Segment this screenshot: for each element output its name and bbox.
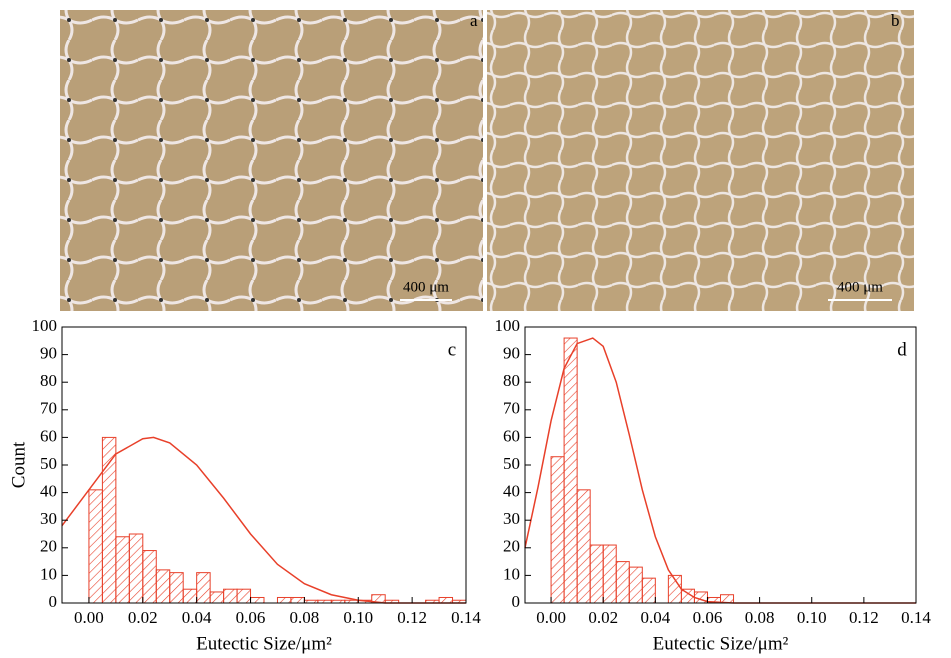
x-tick-label: 0.00 <box>74 608 104 627</box>
y-tick-label: 60 <box>503 426 520 445</box>
bar <box>550 456 565 604</box>
bar <box>128 533 144 604</box>
y-tick-label: 100 <box>495 316 521 335</box>
bar <box>155 569 171 604</box>
x-tick-label: 0.04 <box>640 608 670 627</box>
bar <box>250 596 265 604</box>
bar <box>438 596 454 604</box>
bar <box>209 591 225 604</box>
y-tick-label: 40 <box>40 482 57 501</box>
bar <box>196 572 211 604</box>
y-tick-label: 10 <box>40 564 57 583</box>
scale-bar-label: 400 μm <box>837 279 883 295</box>
x-tick-label: 0.02 <box>128 608 158 627</box>
y-axis-label: Count <box>8 441 29 488</box>
x-tick-label: 0.14 <box>901 608 931 627</box>
fit-curve <box>524 337 916 604</box>
fit-curve <box>61 436 466 604</box>
bar <box>290 596 305 604</box>
y-tick-label: 60 <box>40 426 57 445</box>
panel-label: d <box>897 339 907 360</box>
x-tick-label: 0.04 <box>182 608 212 627</box>
bar <box>276 596 292 604</box>
bar <box>563 337 578 604</box>
scale-bar-label: 400 μm <box>403 279 449 295</box>
bar <box>615 561 630 604</box>
y-tick-label: 70 <box>503 399 520 418</box>
y-tick-label: 30 <box>503 509 520 528</box>
bar <box>169 572 184 604</box>
y-tick-label: 20 <box>40 537 57 556</box>
bar <box>88 489 103 604</box>
y-tick-label: 50 <box>40 454 57 473</box>
y-tick-label: 90 <box>503 344 520 363</box>
y-tick-label: 40 <box>503 482 520 501</box>
y-tick-label: 20 <box>503 537 520 556</box>
x-axis-label: Eutectic Size/μm² <box>653 633 789 654</box>
panel-label: b <box>891 11 900 30</box>
bar <box>236 588 252 604</box>
x-tick-label: 0.12 <box>397 608 427 627</box>
x-tick-label: 0.08 <box>745 608 775 627</box>
x-tick-label: 0.14 <box>451 608 481 627</box>
micrograph-a: a 400 μm <box>60 10 483 311</box>
bar <box>576 489 591 604</box>
y-tick-label: 80 <box>40 371 57 390</box>
y-tick-label: 30 <box>40 509 57 528</box>
y-tick-label: 0 <box>512 592 521 611</box>
y-tick-label: 0 <box>49 592 58 611</box>
x-tick-label: 0.12 <box>849 608 879 627</box>
panel-label: a <box>470 11 478 30</box>
y-tick-label: 80 <box>503 371 520 390</box>
y-tick-label: 100 <box>32 316 58 335</box>
x-tick-label: 0.08 <box>290 608 320 627</box>
y-tick-label: 10 <box>503 564 520 583</box>
x-tick-label: 0.06 <box>236 608 266 627</box>
bar <box>142 550 157 604</box>
panel-label: c <box>448 339 456 360</box>
x-tick-label: 0.06 <box>693 608 723 627</box>
y-tick-label: 90 <box>40 344 57 363</box>
bar <box>628 566 643 604</box>
bar <box>589 544 604 604</box>
x-tick-label: 0.10 <box>797 608 827 627</box>
x-axis-label: Eutectic Size/μm² <box>196 633 332 654</box>
bar <box>223 588 238 604</box>
bar <box>115 536 130 604</box>
bar <box>602 544 617 604</box>
bar <box>641 577 656 604</box>
y-tick-label: 70 <box>40 399 57 418</box>
bar <box>182 588 198 604</box>
x-tick-label: 0.00 <box>536 608 566 627</box>
x-tick-label: 0.10 <box>343 608 373 627</box>
x-tick-label: 0.02 <box>588 608 618 627</box>
micrograph-b: b 400 μm <box>487 10 914 311</box>
y-tick-label: 50 <box>503 454 520 473</box>
